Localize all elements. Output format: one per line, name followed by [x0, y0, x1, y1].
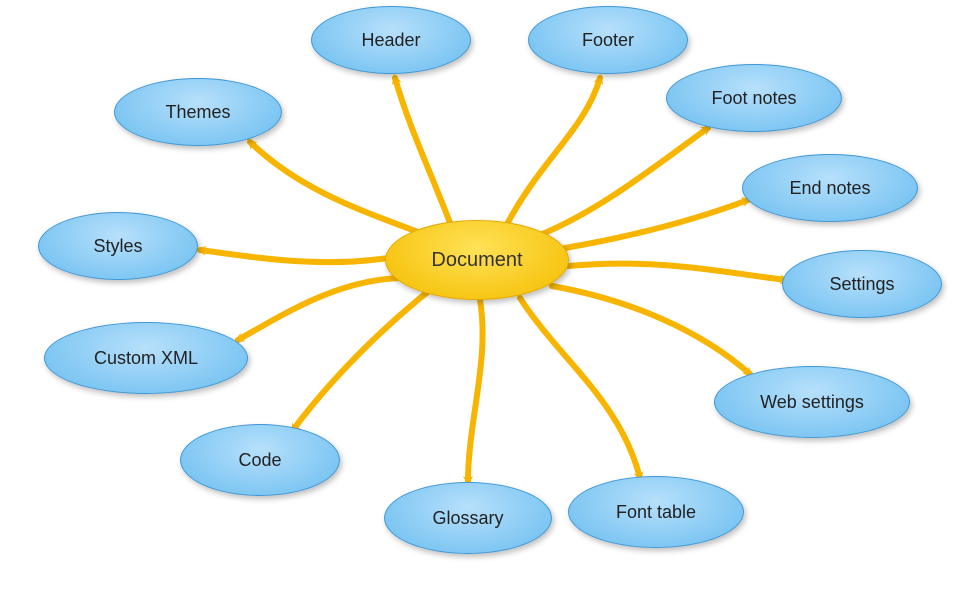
- node-label: Footer: [582, 30, 634, 51]
- node-label: Font table: [616, 502, 696, 523]
- edge-customxml: [238, 278, 400, 340]
- node-footer: Footer: [528, 6, 688, 74]
- edge-header: [395, 78, 452, 228]
- edge-code: [293, 290, 430, 430]
- node-label: End notes: [789, 178, 870, 199]
- edge-endnotes: [565, 200, 748, 248]
- node-label: Glossary: [432, 508, 503, 529]
- node-styles: Styles: [38, 212, 198, 280]
- edge-settings: [568, 264, 786, 280]
- node-label: Settings: [829, 274, 894, 295]
- node-label: Themes: [165, 102, 230, 123]
- node-label: Foot notes: [711, 88, 796, 109]
- node-settings: Settings: [782, 250, 942, 318]
- node-customxml: Custom XML: [44, 322, 248, 394]
- node-websettings: Web settings: [714, 366, 910, 438]
- node-label: Code: [238, 450, 281, 471]
- node-endnotes: End notes: [742, 154, 918, 222]
- node-footnotes: Foot notes: [666, 64, 842, 132]
- node-label: Custom XML: [94, 348, 198, 369]
- node-label: Web settings: [760, 392, 864, 413]
- node-glossary: Glossary: [384, 482, 552, 554]
- node-fonttable: Font table: [568, 476, 744, 548]
- node-document: Document: [385, 220, 569, 300]
- node-label: Header: [361, 30, 420, 51]
- edge-footnotes: [540, 128, 708, 235]
- edge-fonttable: [520, 298, 640, 478]
- edge-websettings: [552, 286, 750, 374]
- node-themes: Themes: [114, 78, 282, 146]
- edge-themes: [250, 142, 418, 232]
- mindmap-diagram: Document Header Footer Foot notes End notes S…: [0, 0, 974, 590]
- edge-glossary: [468, 300, 483, 482]
- edge-footer: [505, 78, 600, 228]
- node-code: Code: [180, 424, 340, 496]
- node-label: Document: [431, 249, 522, 272]
- node-header: Header: [311, 6, 471, 74]
- edge-styles: [200, 250, 388, 262]
- node-label: Styles: [93, 236, 142, 257]
